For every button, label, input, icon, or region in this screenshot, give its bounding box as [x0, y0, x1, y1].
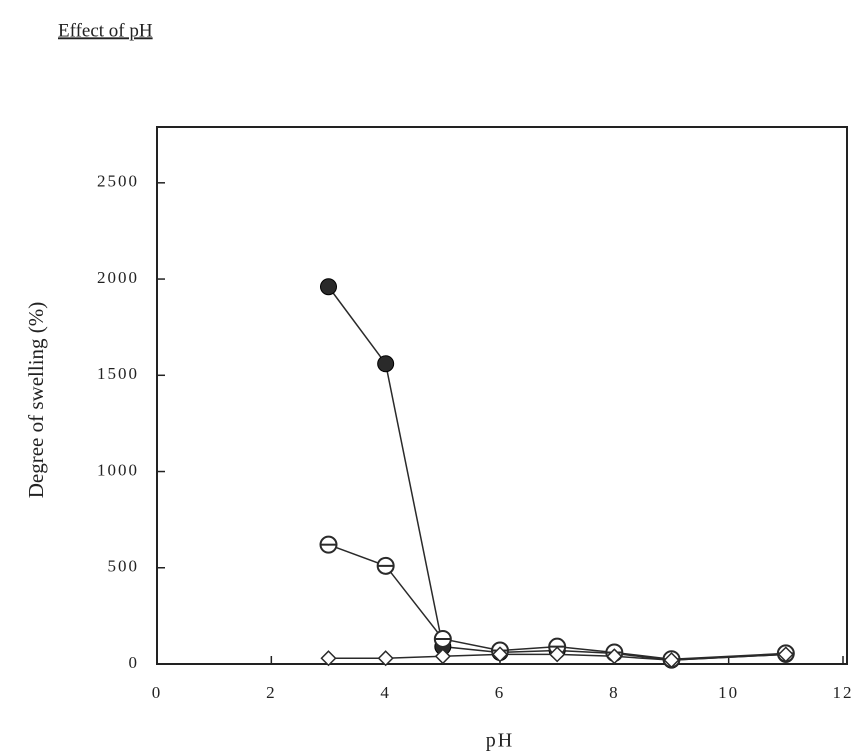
- x-tick-label: 12: [833, 683, 854, 702]
- x-tick-label: 8: [609, 683, 620, 702]
- point: [319, 535, 338, 554]
- point: [663, 652, 680, 669]
- y-tick-label: 1500: [97, 364, 139, 383]
- point: [606, 648, 623, 665]
- plot-frame: [156, 126, 848, 665]
- point: [377, 650, 394, 667]
- x-tick-label: 4: [380, 683, 391, 702]
- x-tick-label: 10: [718, 683, 739, 702]
- series-line: [327, 286, 786, 661]
- y-tick-label: 500: [108, 557, 140, 576]
- series-line: [328, 543, 786, 660]
- series-line: [328, 653, 786, 661]
- point: [376, 556, 395, 575]
- y-tick-label: 2500: [97, 172, 139, 191]
- x-tick-label: 2: [266, 683, 277, 702]
- point: [377, 355, 395, 373]
- y-tick-label: 1000: [97, 460, 139, 479]
- x-axis-label: pH: [486, 730, 514, 752]
- point: [549, 646, 566, 663]
- y-tick-label: 2000: [97, 268, 139, 287]
- point: [777, 646, 794, 663]
- y-axis-label: Degree of swelling (%): [24, 302, 48, 499]
- y-tick-label: 0: [129, 653, 140, 672]
- point: [320, 650, 337, 667]
- point: [320, 278, 337, 296]
- point: [491, 646, 509, 663]
- point: [434, 648, 451, 665]
- chart-title: Effect of pH: [58, 20, 153, 41]
- point: [433, 629, 452, 648]
- x-tick-label: 6: [495, 683, 506, 702]
- x-tick-label: 0: [152, 683, 163, 702]
